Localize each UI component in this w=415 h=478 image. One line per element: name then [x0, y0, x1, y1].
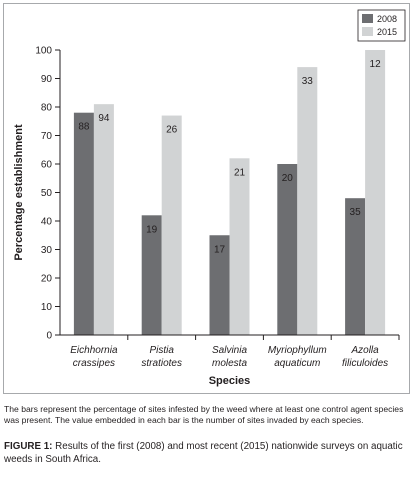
bar-value-label: 88 — [78, 122, 90, 133]
x-category-label: crassipes — [73, 358, 115, 369]
bar-value-label: 35 — [350, 207, 362, 218]
legend-swatch-2008 — [362, 14, 373, 23]
y-tick-label: 100 — [35, 46, 52, 57]
y-tick-label: 30 — [41, 245, 53, 256]
x-category-label: Salvinia — [212, 345, 247, 356]
y-tick-label: 50 — [41, 188, 53, 199]
legend-label-2015: 2015 — [377, 27, 397, 37]
bars: 88 94 19 26 17 21 20 33 35 12 — [73, 50, 386, 336]
legend-swatch-2015 — [362, 27, 373, 36]
x-category-label: Eichhornia — [70, 345, 118, 356]
bar-value-label: 12 — [370, 59, 382, 70]
bar-value-label: 17 — [214, 244, 226, 255]
y-axis-title: Percentage establishment — [13, 124, 25, 261]
caption-text: Results of the first (2008) and most rec… — [4, 441, 403, 465]
figure-note: The bars represent the percentage of sit… — [4, 404, 404, 425]
x-category-label: aquaticum — [274, 358, 320, 369]
bar-2015-4 — [365, 50, 386, 335]
bar-value-label: 26 — [166, 125, 178, 136]
y-tick-label: 60 — [41, 160, 53, 171]
x-axis-category-labels: Eichhornia crassipes Pistia stratiotes Salvi… — [70, 335, 400, 369]
caption-label: FIGURE 1: — [4, 441, 53, 452]
y-axis-ticks: 0 10 20 30 40 50 60 70 80 90 100 — [35, 46, 60, 342]
x-category-label: Azolla — [350, 345, 379, 356]
y-tick-label: 10 — [41, 302, 53, 313]
x-axis-title: Species — [209, 375, 251, 387]
y-tick-label: 70 — [41, 131, 53, 142]
bar-value-label: 21 — [234, 167, 246, 178]
x-category-label: filiculoides — [342, 358, 388, 369]
figure-caption: FIGURE 1: Results of the first (2008) an… — [4, 441, 410, 466]
bar-2008-2 — [209, 235, 230, 335]
bar-2015-1 — [161, 115, 182, 335]
bar-2015-0 — [93, 104, 114, 336]
legend-label-2008: 2008 — [377, 14, 397, 24]
bar-2008-3 — [277, 164, 298, 335]
y-tick-label: 20 — [41, 274, 53, 285]
bar-2015-3 — [297, 67, 318, 335]
y-tick-label: 0 — [46, 331, 52, 342]
bar-2008-1 — [141, 215, 162, 335]
y-tick-label: 80 — [41, 103, 53, 114]
x-category-label: Pistia — [149, 345, 174, 356]
bar-value-label: 94 — [98, 113, 110, 124]
y-tick-label: 90 — [41, 74, 53, 85]
y-tick-label: 40 — [41, 217, 53, 228]
bar-value-label: 33 — [302, 76, 314, 87]
figure-frame — [3, 3, 410, 394]
legend: 2008 2015 — [357, 9, 406, 42]
x-category-label: molesta — [212, 358, 247, 369]
bar-2008-0 — [73, 112, 94, 335]
bar-2008-4 — [345, 198, 366, 335]
bar-2015-2 — [229, 158, 250, 335]
bar-value-label: 20 — [282, 173, 294, 184]
x-category-label: stratiotes — [141, 358, 182, 369]
bar-value-label: 19 — [146, 224, 158, 235]
bar-chart: 0 10 20 30 40 50 60 70 80 90 100 88 94 19 26 17 21 20 33 3… — [13, 9, 406, 387]
x-category-label: Myriophyllum — [268, 345, 327, 356]
